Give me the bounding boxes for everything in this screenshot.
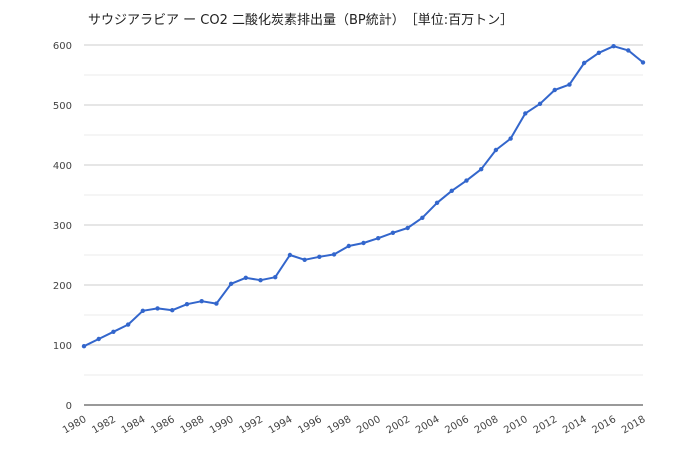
data-point (493, 147, 499, 153)
x-tick-label: 2012 (532, 414, 560, 436)
y-tick-label: 0 (66, 401, 72, 412)
x-tick-label: 1982 (90, 414, 118, 436)
x-tick-label: 1990 (208, 414, 236, 436)
x-tick-label: 1994 (267, 414, 295, 436)
data-point (302, 257, 307, 262)
x-tick-label: 2018 (620, 414, 648, 436)
data-point (420, 215, 425, 220)
series-line (81, 44, 646, 349)
data-point (508, 136, 513, 141)
x-tick-label: 1992 (237, 414, 265, 436)
grid (84, 44, 643, 406)
x-tick-label: 1998 (326, 414, 354, 436)
x-tick-label: 1996 (296, 414, 324, 436)
data-point (449, 188, 454, 193)
data-point (434, 200, 440, 205)
data-point (346, 243, 351, 249)
data-point (537, 101, 543, 107)
y-tick-label: 600 (53, 41, 72, 52)
series-path (83, 45, 644, 348)
x-tick-label: 2014 (561, 414, 589, 436)
data-point (125, 322, 131, 327)
data-point (287, 252, 293, 258)
y-axis: 0 100 200 300 400 500 600 (53, 41, 72, 412)
data-point (184, 302, 190, 307)
x-tick-label: 1988 (179, 414, 207, 436)
x-tick-label: 2016 (591, 414, 619, 436)
y-tick-label: 500 (53, 101, 72, 112)
data-point (140, 308, 146, 313)
x-tick-label: 2004 (414, 414, 442, 436)
data-point (243, 275, 249, 280)
data-point (331, 252, 337, 257)
data-point (170, 308, 175, 313)
data-point (390, 230, 396, 235)
data-point (258, 278, 263, 283)
data-point (611, 44, 616, 49)
x-tick-label: 2006 (443, 414, 471, 436)
data-point (214, 301, 219, 306)
data-point (596, 50, 602, 55)
data-point (478, 167, 484, 172)
x-tick-label: 2002 (385, 414, 413, 436)
x-tick-label: 1986 (149, 414, 177, 436)
data-point (199, 299, 204, 304)
y-tick-label: 200 (53, 281, 72, 292)
x-tick-label: 2008 (473, 414, 501, 436)
data-point (376, 236, 381, 241)
data-point (155, 306, 160, 311)
x-axis: 1980 1982 1984 1986 1988 1990 1992 1994 1996 1998… (61, 414, 648, 436)
data-point (361, 240, 366, 246)
data-point (81, 344, 87, 349)
y-tick-label: 100 (53, 341, 72, 352)
data-point (111, 329, 116, 334)
x-tick-label: 1984 (120, 414, 148, 436)
data-point (581, 60, 587, 66)
x-tick-label: 2000 (355, 414, 383, 436)
data-point (523, 111, 528, 116)
y-tick-label: 300 (53, 221, 72, 232)
data-point (405, 225, 410, 231)
data-point (567, 82, 572, 87)
x-tick-label: 2010 (502, 414, 530, 436)
data-point (273, 275, 278, 280)
chart-title: サウジアラビア ー CO2 二酸化炭素排出量（BP統計） ［単位:百万トン］ (88, 12, 513, 28)
x-tick-label: 1980 (61, 414, 89, 436)
data-point (626, 48, 631, 53)
y-tick-label: 400 (53, 161, 72, 172)
data-point (640, 60, 646, 65)
data-point (552, 87, 557, 93)
data-point (228, 281, 234, 286)
data-point (96, 336, 101, 342)
data-point (464, 178, 469, 183)
data-point (317, 254, 322, 259)
